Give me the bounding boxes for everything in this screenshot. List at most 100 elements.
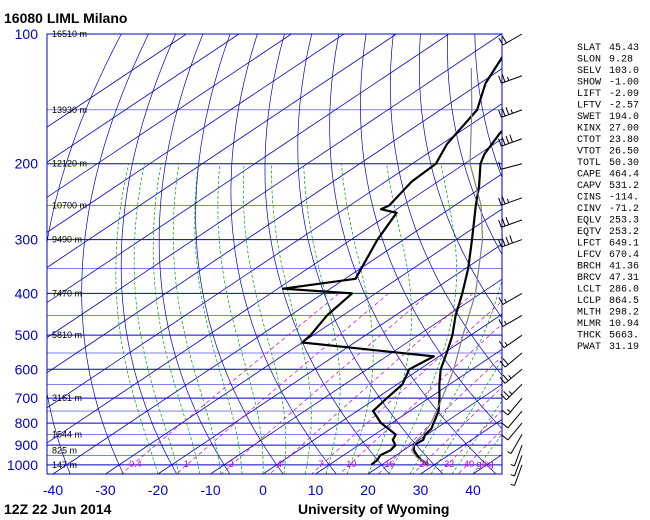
height-label: 3161 m bbox=[52, 393, 82, 403]
wind-barb bbox=[498, 74, 523, 84]
height-label: 13930 m bbox=[52, 105, 87, 115]
pressure-tick-label: 100 bbox=[15, 26, 39, 42]
height-label: 5810 m bbox=[52, 330, 82, 340]
temperature-tick-label: -40 bbox=[43, 482, 63, 498]
pressure-tick-label: 700 bbox=[15, 390, 39, 406]
barb-staff bbox=[507, 397, 523, 416]
barb-flag bbox=[501, 218, 506, 227]
barb-flag bbox=[498, 75, 502, 84]
isotherm-line bbox=[47, 34, 450, 304]
index-name: VTOT bbox=[577, 147, 601, 158]
barb-flag bbox=[500, 393, 507, 401]
chart-title: 16080 LIML Milano bbox=[4, 10, 127, 26]
mixing-ratio-label: 16 bbox=[385, 459, 395, 469]
barb-half-flag bbox=[508, 391, 513, 395]
wind-barb bbox=[507, 434, 523, 454]
height-label: 16510 m bbox=[52, 29, 87, 39]
index-name: BRCH bbox=[577, 262, 601, 273]
barb-staff bbox=[514, 464, 523, 486]
barb-flag bbox=[505, 106, 510, 115]
index-name: SLON bbox=[577, 55, 601, 66]
index-value: 50.30 bbox=[609, 158, 639, 169]
barb-flag bbox=[498, 239, 502, 248]
dry-adiabat bbox=[264, 34, 390, 474]
barb-flag bbox=[509, 134, 513, 143]
isotherm-line bbox=[367, 383, 502, 474]
barb-flag bbox=[498, 197, 502, 206]
barb-flag bbox=[502, 358, 509, 365]
barb-half-flag bbox=[506, 198, 510, 203]
barb-staff bbox=[514, 455, 523, 477]
dry-adiabat bbox=[418, 34, 502, 319]
index-name: EQTV bbox=[577, 227, 601, 238]
barb-flag bbox=[503, 391, 510, 398]
background-grid bbox=[47, 34, 650, 474]
barb-flag bbox=[505, 216, 510, 225]
index-value: 5663. bbox=[609, 331, 639, 342]
index-name: KINX bbox=[577, 124, 601, 135]
barb-flag bbox=[509, 235, 513, 244]
barb-flag bbox=[505, 236, 510, 245]
mixing-ratio-label: 0.4 bbox=[129, 459, 142, 469]
wind-barb bbox=[498, 315, 523, 327]
mixing-ratio-label: 32 bbox=[444, 459, 454, 469]
index-name: LFCT bbox=[577, 239, 601, 250]
temperature-trace bbox=[412, 129, 502, 466]
barb-flag bbox=[501, 409, 509, 416]
moist-adiabat bbox=[115, 163, 159, 474]
height-label: 825 m bbox=[52, 445, 77, 455]
pressure-tick-label: 400 bbox=[15, 285, 39, 301]
temperature-tick-label: 30 bbox=[413, 482, 429, 498]
mixing-ratio-label: 4 bbox=[277, 459, 282, 469]
isotherm-line bbox=[47, 34, 240, 163]
index-name: MLMR bbox=[577, 319, 601, 330]
height-label: 9490 m bbox=[52, 235, 82, 245]
barb-half-flag bbox=[507, 451, 512, 454]
wind-barb bbox=[498, 334, 523, 349]
index-value: 253.2 bbox=[609, 227, 639, 238]
isotherm-line bbox=[47, 34, 502, 339]
barb-flag bbox=[501, 74, 506, 83]
index-name: LIFT bbox=[577, 89, 601, 100]
moist-adiabat bbox=[367, 163, 412, 474]
index-name: LFTV bbox=[577, 101, 601, 112]
isotherm-line bbox=[262, 313, 502, 474]
index-name: CTOT bbox=[577, 135, 601, 146]
pressure-tick-label: 500 bbox=[15, 327, 39, 343]
wind-barb bbox=[500, 383, 523, 401]
wind-barb bbox=[498, 292, 523, 305]
dry-adiabat bbox=[360, 34, 502, 430]
isotherm-line bbox=[47, 34, 292, 198]
barb-flag bbox=[505, 135, 510, 144]
wind-barb bbox=[510, 455, 523, 477]
pressure-tick-label: 300 bbox=[15, 232, 39, 248]
index-value: 531.2 bbox=[609, 181, 639, 192]
barb-flag bbox=[501, 238, 506, 246]
sounding-traces bbox=[281, 55, 502, 466]
mixing-ratio-line bbox=[339, 323, 502, 474]
barb-flag bbox=[498, 138, 502, 147]
mixing-ratio-label: 10 bbox=[346, 459, 356, 469]
index-name: LCLT bbox=[577, 285, 601, 296]
barb-half-flag bbox=[510, 463, 515, 467]
pressure-tick-label: 200 bbox=[15, 156, 39, 172]
plot-frame bbox=[46, 33, 503, 475]
dry-adiabat bbox=[47, 34, 122, 474]
wind-barb bbox=[498, 106, 523, 118]
index-name: SHOW bbox=[577, 78, 601, 89]
barb-half-flag bbox=[506, 76, 510, 81]
index-value: 47.31 bbox=[609, 273, 639, 284]
barb-staff bbox=[507, 422, 523, 441]
dry-adiabat bbox=[81, 34, 149, 474]
barb-flag bbox=[498, 297, 504, 305]
dry-adiabat bbox=[638, 34, 650, 474]
mixing-ratio-line bbox=[269, 293, 474, 474]
index-value: 45.43 bbox=[609, 43, 639, 54]
index-name: LCLP bbox=[577, 296, 601, 307]
isotherm-line bbox=[210, 278, 502, 474]
temperature-tick-label: -20 bbox=[148, 482, 168, 498]
isotherm-line bbox=[47, 34, 187, 128]
wind-barb bbox=[498, 235, 523, 248]
isotherm-line bbox=[157, 243, 502, 474]
barb-flag bbox=[501, 434, 509, 441]
